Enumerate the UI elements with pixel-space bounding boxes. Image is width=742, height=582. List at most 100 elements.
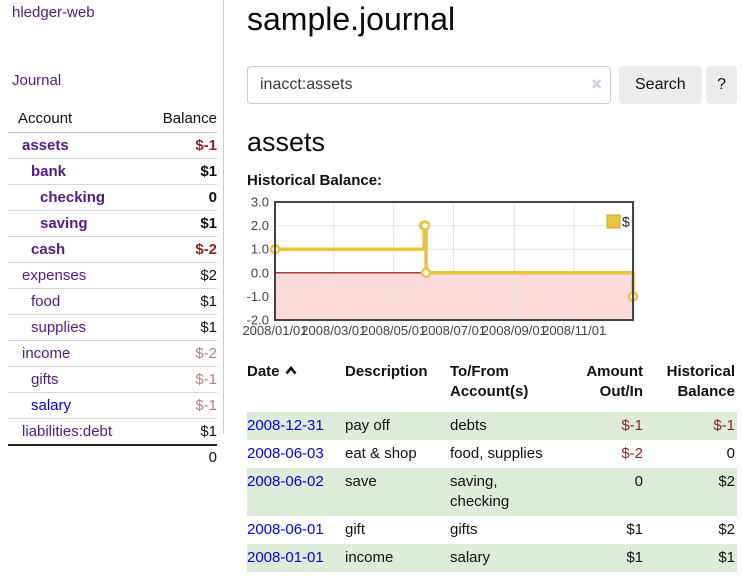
register-balance: $1 <box>718 549 735 566</box>
register-description: gift <box>345 521 366 538</box>
account-balance: $-2 <box>112 340 217 367</box>
account-cell: liabilities:debts <box>8 418 113 446</box>
account-row: assets $-1 <box>8 132 217 159</box>
x-axis-label: 2008/09/01 <box>482 323 547 338</box>
register-date-link[interactable]: 2008-06-02 <box>247 473 324 490</box>
x-axis-label: 2008/07/01 <box>421 323 486 338</box>
account-row: gifts $-1 <box>8 366 217 393</box>
account-balance: $-2 <box>112 236 217 263</box>
account-balance: $2 <box>112 262 217 289</box>
account-row: liabilities:debts $1 <box>8 418 217 446</box>
x-axis-label: 2008/03/01 <box>301 323 366 338</box>
account-link[interactable]: gifts <box>31 371 59 388</box>
register-table: Date Description To/From Account(s) Amou… <box>247 360 737 572</box>
account-link[interactable]: bank <box>31 163 67 180</box>
account-cell: checking <box>8 184 113 211</box>
legend-swatch <box>606 214 621 229</box>
y-axis-label: 1.0 <box>251 242 269 257</box>
accounts-total-spacer <box>8 444 113 469</box>
register-row: 2008-06-03 eat & shop food, supplies $-2 0 <box>247 440 737 468</box>
register-header-description: Description <box>345 363 428 380</box>
register-header-row: Date Description To/From Account(s) Amou… <box>247 360 737 412</box>
account-row: supplies $1 <box>8 314 217 341</box>
account-balance: 0 <box>112 184 217 211</box>
account-link[interactable]: assets <box>22 137 69 154</box>
register-date-cell: 2008-06-01 <box>247 516 345 544</box>
y-axis-label: 3.0 <box>251 195 269 210</box>
chart-border <box>274 201 634 321</box>
accounts-header-row: Account Balance <box>8 110 217 133</box>
account-heading: assets <box>247 127 326 157</box>
register-description: pay off <box>345 417 390 434</box>
register-description: income <box>345 549 394 566</box>
accounts-total-row: 0 <box>8 444 217 469</box>
accounts-header-account: Account <box>8 110 113 133</box>
account-link[interactable]: expenses <box>22 267 87 284</box>
account-balance: $-1 <box>112 392 217 419</box>
x-axis-label: 2008/01/01 <box>242 323 307 338</box>
account-link[interactable]: salary <box>31 397 72 414</box>
account-row: salary $-1 <box>8 392 217 419</box>
account-cell: cash <box>8 236 113 263</box>
register-header-date-label: Date <box>247 363 280 380</box>
register-row: 2008-12-31 pay off debts $-1 $-1 <box>247 412 737 440</box>
account-link[interactable]: saving <box>40 215 88 232</box>
register-date-cell: 2008-12-31 <box>247 412 345 440</box>
register-date-cell: 2008-06-02 <box>247 468 345 516</box>
search-input[interactable] <box>247 66 611 104</box>
account-row: expenses $2 <box>8 262 217 289</box>
register-accounts: saving, checking <box>450 473 510 510</box>
account-balance: $-1 <box>112 366 217 393</box>
account-balance: $1 <box>112 314 217 341</box>
app-title-link[interactable]: hledger-web <box>12 4 95 21</box>
account-row: checking 0 <box>8 184 217 211</box>
account-cell: assets <box>8 132 113 159</box>
historical-balance-chart: $3.0 2.0 1.0 0.0 -1.0 -2.02008/01/012008/03/0… <box>242 195 639 338</box>
account-link[interactable]: checking <box>40 189 106 206</box>
search-box: × <box>247 66 611 104</box>
register-amount: 0 <box>634 473 643 490</box>
account-cell: expenses <box>8 262 113 289</box>
main-content: sample.journal × Search ? assets Histori… <box>242 0 737 572</box>
register-balance: $2 <box>718 521 735 538</box>
register-accounts: food, supplies <box>450 445 543 462</box>
sidebar-divider <box>223 0 224 434</box>
nav-journal-link[interactable]: Journal <box>12 72 62 89</box>
register-accounts: debts <box>450 417 487 434</box>
account-cell: gifts <box>8 366 113 393</box>
help-button[interactable]: ? <box>706 66 737 104</box>
account-cell: food <box>8 288 113 315</box>
register-amount: $-2 <box>621 445 643 462</box>
account-link[interactable]: liabilities:debts <box>22 423 113 440</box>
search-button[interactable]: Search <box>619 66 702 104</box>
clear-search-icon[interactable]: × <box>591 74 602 94</box>
register-date-link[interactable]: 2008-06-01 <box>247 521 324 538</box>
chart-data-point <box>420 267 432 279</box>
account-link[interactable]: food <box>31 293 61 310</box>
register-date-link[interactable]: 2008-06-03 <box>247 445 324 462</box>
account-balance: $1 <box>112 158 217 185</box>
register-header-date[interactable]: Date <box>247 360 345 412</box>
y-axis-label: 2.0 <box>251 218 269 233</box>
register-row: 2008-06-02 save saving, checking 0 $2 <box>247 468 737 516</box>
register-balance: $2 <box>718 473 735 490</box>
register-row: 2008-06-01 gift gifts $1 $2 <box>247 516 737 544</box>
sort-ascending-icon <box>285 366 297 375</box>
register-date-link[interactable]: 2008-12-31 <box>247 417 324 434</box>
account-row: saving $1 <box>8 210 217 237</box>
y-axis-label: -2.0 <box>247 313 269 328</box>
accounts-header-balance: Balance <box>112 110 217 133</box>
account-link[interactable]: income <box>22 345 71 362</box>
chart-data-point <box>419 220 431 231</box>
x-axis-label: 2008/11/01 <box>542 323 606 338</box>
account-balance: $1 <box>112 210 217 237</box>
account-link[interactable]: cash <box>31 241 66 258</box>
account-link[interactable]: supplies <box>31 319 87 336</box>
sidebar: hledger-web Journal Account Balance asse… <box>0 0 223 469</box>
register-date-link[interactable]: 2008-01-01 <box>247 549 324 566</box>
search-bar: × Search ? <box>247 66 737 104</box>
register-accounts: salary <box>450 549 491 566</box>
accounts-table: Account Balance assets $-1 bank $1 checking 0… <box>8 110 217 469</box>
account-balance: $1 <box>112 288 217 315</box>
